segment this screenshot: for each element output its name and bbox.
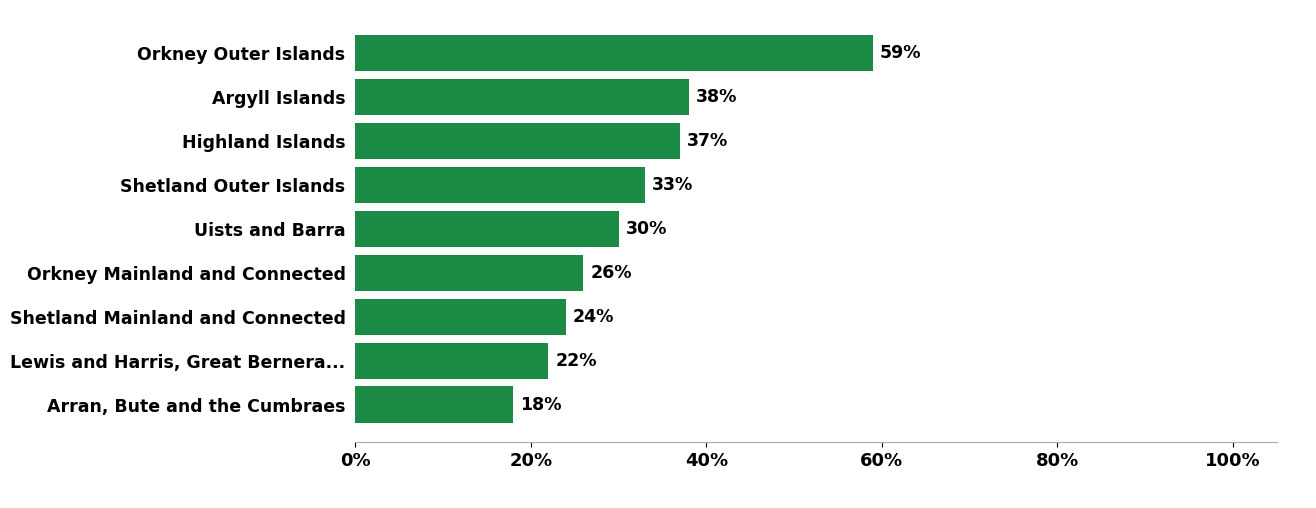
Text: 38%: 38%: [696, 88, 737, 106]
Bar: [355, 167, 645, 203]
Text: 26%: 26%: [591, 264, 632, 281]
Text: 33%: 33%: [651, 176, 694, 194]
Text: 59%: 59%: [880, 44, 921, 61]
Text: 18%: 18%: [520, 396, 562, 414]
Bar: [355, 342, 549, 378]
Bar: [355, 211, 619, 246]
Text: 24%: 24%: [572, 307, 615, 326]
Bar: [355, 387, 513, 423]
Text: 37%: 37%: [687, 132, 728, 150]
Bar: [355, 299, 566, 335]
Bar: [355, 35, 873, 71]
Bar: [355, 255, 583, 291]
Bar: [355, 122, 680, 158]
Text: 30%: 30%: [625, 219, 667, 238]
Bar: [355, 79, 688, 115]
Text: 22%: 22%: [555, 352, 597, 369]
